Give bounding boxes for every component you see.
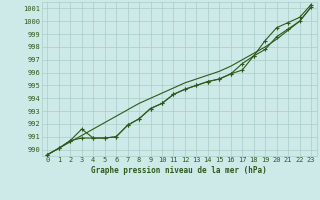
X-axis label: Graphe pression niveau de la mer (hPa): Graphe pression niveau de la mer (hPa) [91,166,267,175]
